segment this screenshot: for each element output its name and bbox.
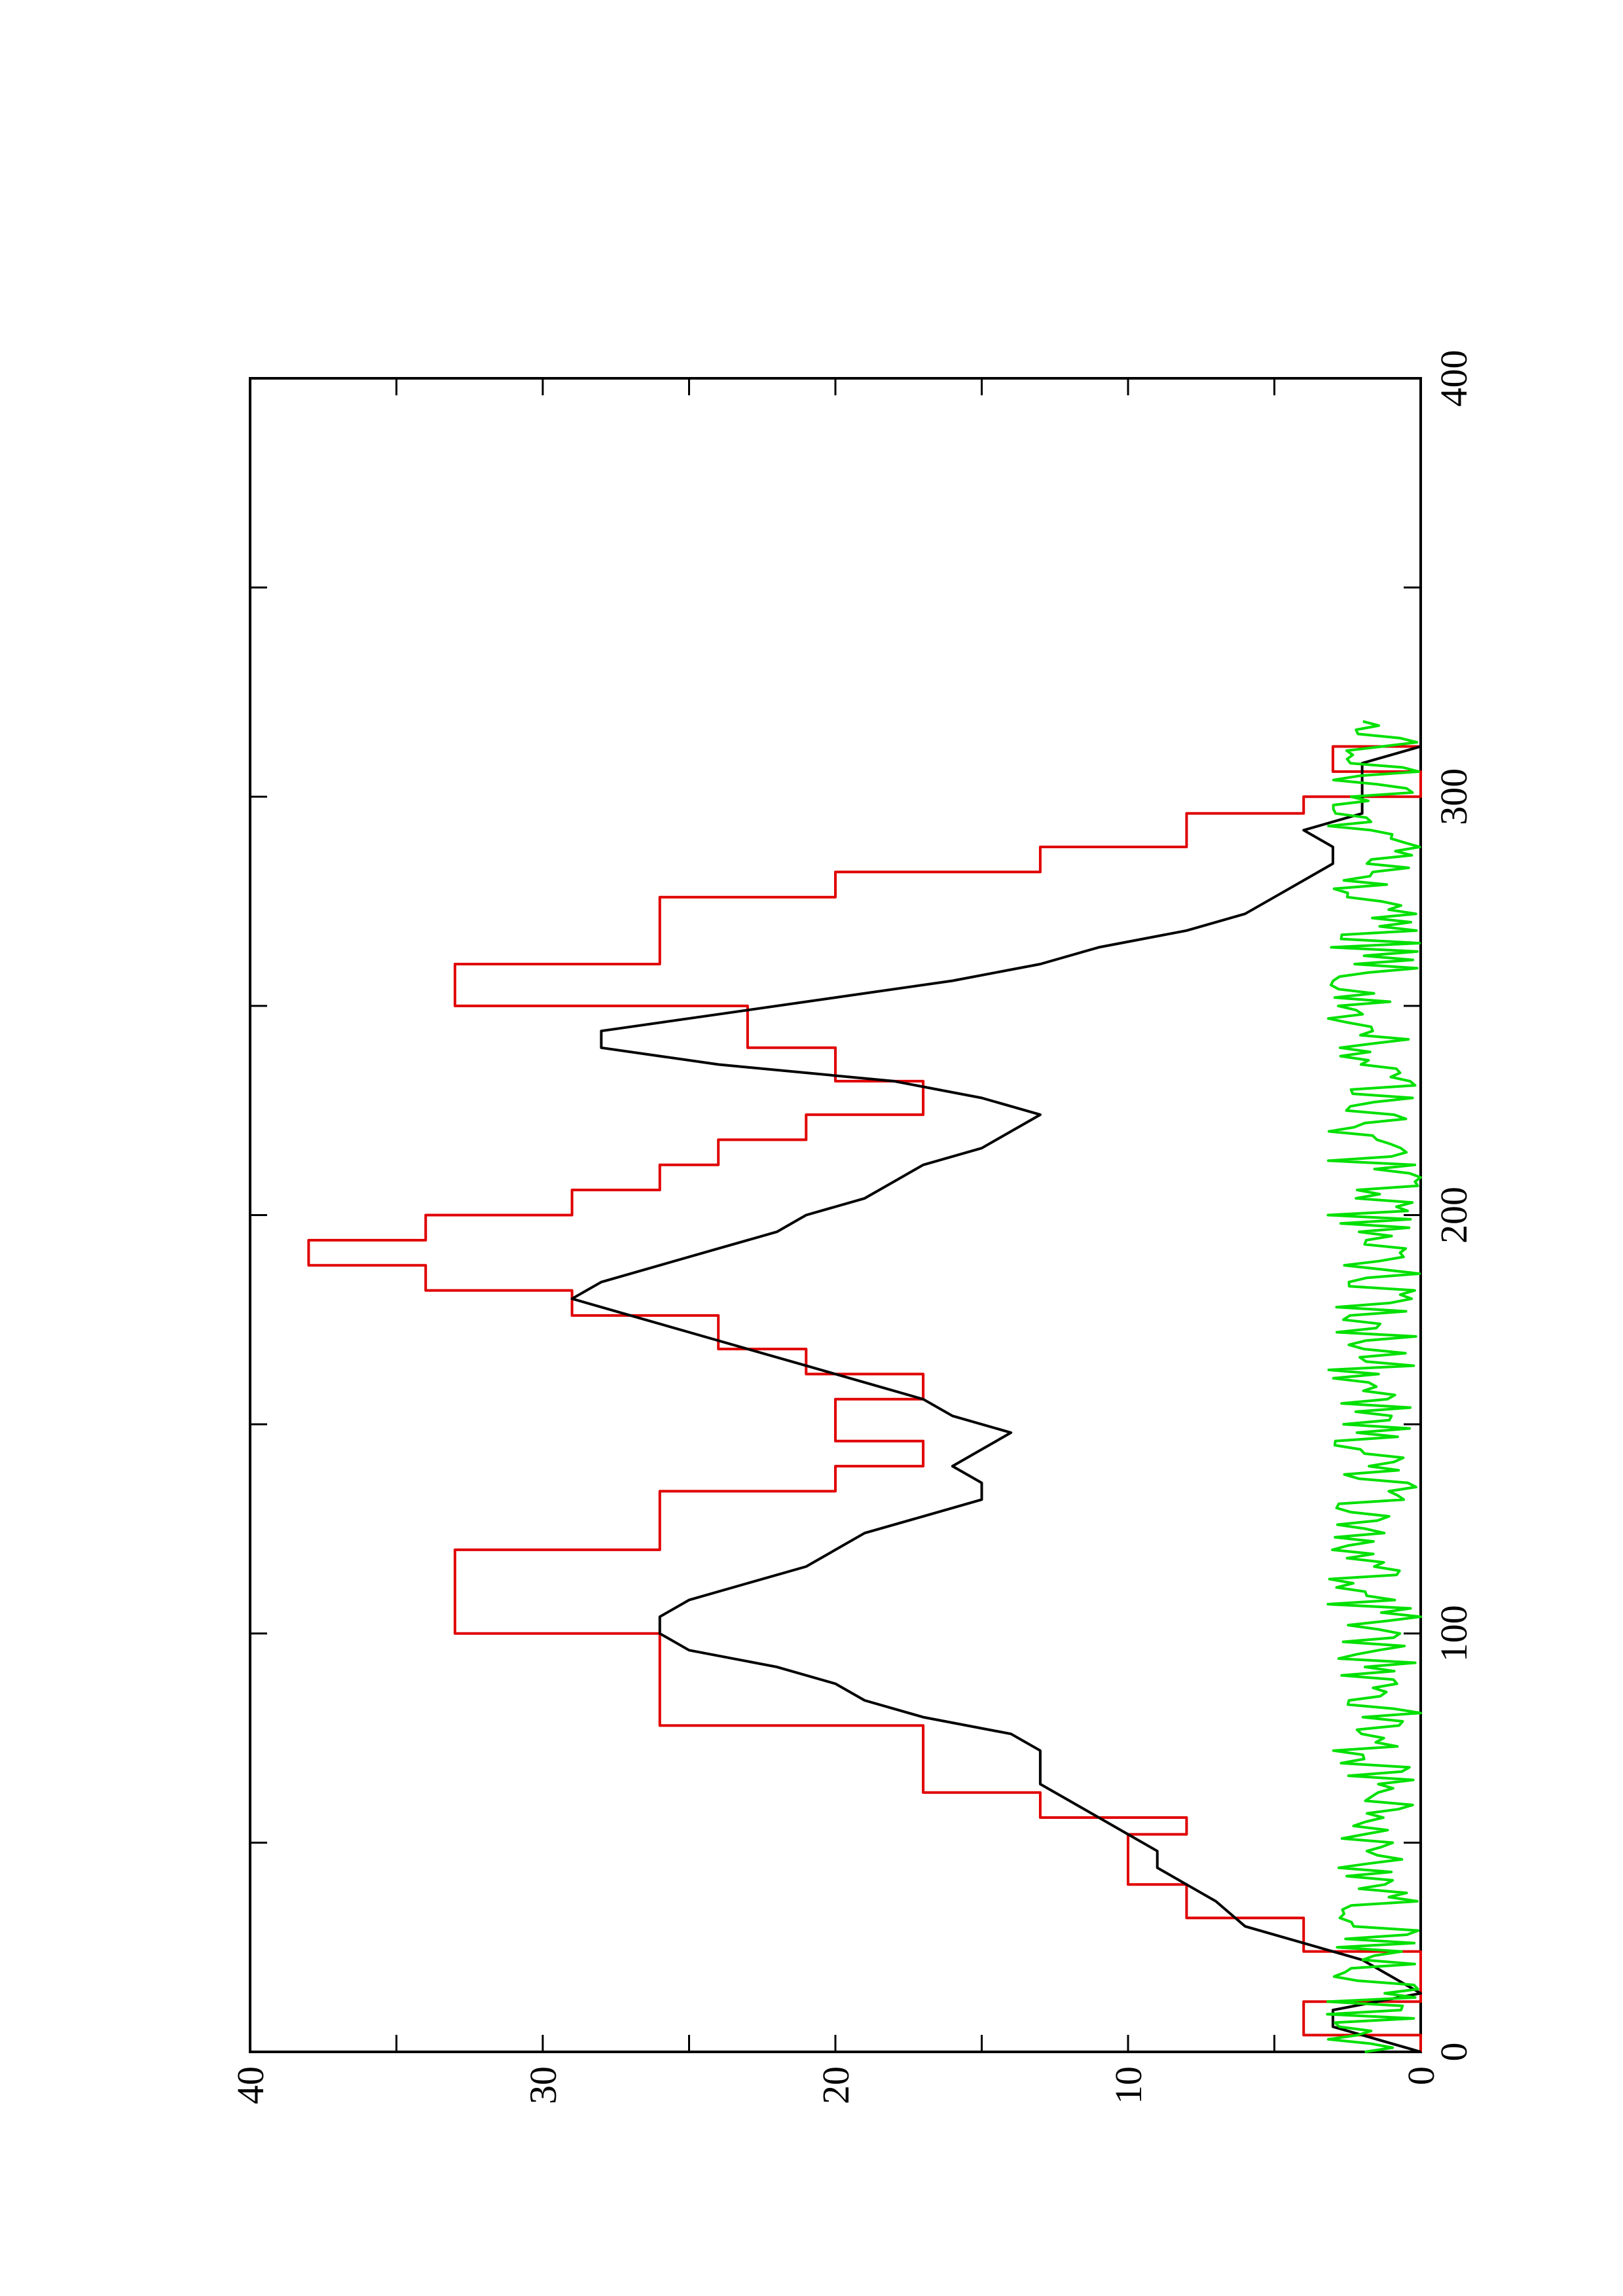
y-tick-label: 0	[1400, 2066, 1442, 2085]
y-tick-labels: 0 10 20 30 40	[229, 2066, 1442, 2104]
series-line-2	[1326, 720, 1422, 2053]
x-tick-label: 100	[1432, 1605, 1475, 1662]
series-line-1	[570, 730, 1422, 2053]
x-tick-label: 0	[1432, 2043, 1475, 2062]
x-tick-label: 400	[1432, 350, 1475, 407]
y-tick-label: 10	[1107, 2066, 1150, 2104]
series-group	[307, 720, 1422, 2053]
y-tick-label: 20	[814, 2066, 857, 2104]
x-tick-label: 200	[1432, 1187, 1475, 1244]
x-tick-labels: 0 100 200 300 400	[1432, 350, 1475, 2062]
series-line-0	[307, 745, 1422, 2052]
y-tick-label: 40	[229, 2066, 272, 2104]
x-tick-label: 300	[1432, 768, 1475, 825]
y-tick-label: 30	[522, 2066, 564, 2104]
